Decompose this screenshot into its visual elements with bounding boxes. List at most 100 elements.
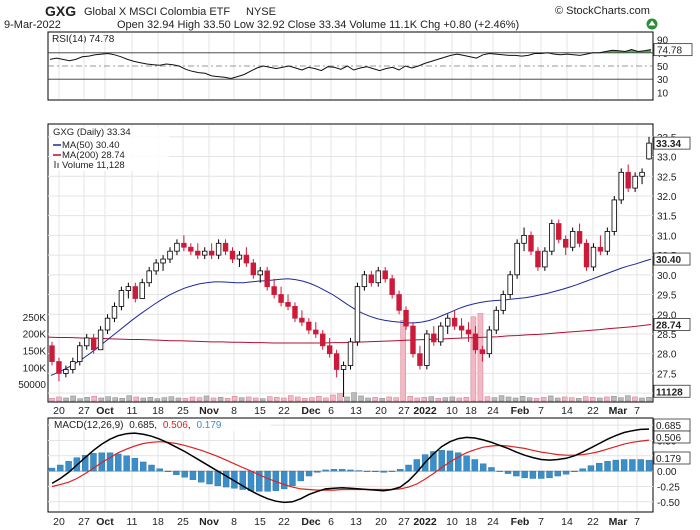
- histogram-bar: [579, 468, 586, 472]
- volume-bar: [112, 397, 118, 402]
- volume-bar: [77, 398, 83, 402]
- histogram-bar: [256, 470, 263, 492]
- candle-body: [597, 246, 604, 252]
- fund-name: Global X MSCI Colombia ETF: [84, 6, 230, 18]
- histogram-bar: [554, 470, 561, 477]
- x-tick-label: Feb: [511, 405, 530, 417]
- histogram-bar: [280, 470, 288, 490]
- x-tick-label: 22: [587, 516, 599, 528]
- candle-body: [271, 286, 277, 295]
- volume-bar: [547, 395, 554, 402]
- histogram-bar: [247, 470, 255, 491]
- histogram-bar: [65, 461, 72, 472]
- volume-bar: [274, 397, 280, 402]
- histogram-bar: [571, 470, 578, 472]
- x-tick-label: Oct: [96, 516, 114, 528]
- volume-bar: [590, 397, 596, 402]
- close-price-tag: [653, 136, 691, 150]
- volume-bar: [217, 397, 224, 402]
- volume-bar: [231, 396, 238, 402]
- volume-bar: [484, 396, 491, 402]
- x-tick-label: 18: [152, 405, 164, 417]
- volume-bar: [463, 397, 470, 402]
- candle-body: [167, 250, 173, 260]
- x-tick-label: 22: [278, 516, 290, 528]
- macd-panel: MACD(12,26,9) 0.685, 0.506, 0.179 0.750.…: [47, 417, 691, 513]
- volume-bar: [84, 397, 90, 402]
- price-legend: GXG (Daily) 33.34 MA(50) 30.40 MA(200) 2…: [51, 127, 169, 171]
- x-tick-label: 27: [398, 516, 410, 528]
- x-tick-label: 20: [375, 405, 387, 417]
- volume-bar: [512, 397, 519, 402]
- candle-body: [625, 171, 631, 189]
- volume-bar: [119, 398, 125, 402]
- volume-bar: [491, 397, 498, 402]
- histogram-bar: [529, 470, 537, 479]
- x-tick-label: Nov: [199, 405, 219, 417]
- histogram-bar: [430, 451, 437, 472]
- hist-value-tag: [653, 451, 691, 465]
- volume-bar: [175, 397, 182, 402]
- candle-body: [146, 270, 152, 284]
- candle-body: [500, 294, 506, 311]
- volume-bar: [400, 319, 406, 402]
- macd-legend-signal: 0.506: [163, 420, 188, 431]
- volume-bar: [70, 395, 76, 402]
- x-tick-label: 13: [350, 516, 362, 528]
- candle-body: [375, 270, 381, 284]
- quote-date: 9-Mar-2022: [4, 19, 61, 31]
- volume-bar: [302, 398, 308, 402]
- candle-body: [70, 361, 76, 370]
- volume-bar: [140, 397, 147, 402]
- x-tick-label: 7: [634, 516, 640, 528]
- histogram-bar: [521, 470, 528, 479]
- volume-bar: [526, 397, 533, 402]
- candle-body: [521, 234, 527, 244]
- candle-body: [264, 270, 270, 288]
- histogram-bar: [488, 467, 495, 472]
- histogram-bar: [339, 469, 346, 472]
- candle-body: [132, 286, 139, 299]
- candle-body: [556, 223, 562, 240]
- x-tick-label: 7: [538, 405, 544, 417]
- histogram-bar: [347, 469, 354, 472]
- x-tick-label: 24: [487, 516, 499, 528]
- x-tick-label: 15: [254, 405, 266, 417]
- candle-body: [63, 369, 69, 374]
- histogram-bar: [123, 455, 130, 472]
- macd-value-tag-text: 0.685: [656, 421, 681, 432]
- volume-bar: [259, 398, 266, 402]
- volume-bar: [632, 396, 638, 402]
- macd-tick-label: 0.00: [657, 467, 677, 478]
- x-tick-label: 2022: [413, 516, 437, 528]
- candle-body: [153, 262, 159, 272]
- symbol-title: GXG: [45, 3, 76, 19]
- candle-body: [236, 254, 243, 260]
- histogram-bar: [198, 470, 205, 483]
- candle-body: [326, 345, 333, 355]
- x-tick-label: 25: [177, 405, 189, 417]
- histogram-bar: [471, 459, 479, 472]
- ma50-tag: [653, 252, 691, 266]
- candle-body: [250, 262, 257, 276]
- histogram-bar: [289, 470, 296, 487]
- histogram-bar: [380, 470, 387, 473]
- histogram-bar: [405, 464, 412, 472]
- x-tick-label: Oct: [96, 405, 114, 417]
- volume-bar: [309, 397, 315, 402]
- x-tick-label: 27: [398, 405, 410, 417]
- volume-bar: [393, 397, 399, 402]
- volume-bar: [154, 398, 161, 402]
- candle-body: [479, 349, 486, 355]
- volume-bar: [281, 397, 287, 402]
- volume-bar: [245, 396, 252, 402]
- volume-bar: [646, 397, 652, 402]
- volume-bar: [597, 397, 603, 402]
- x-tick-label: 2022: [413, 405, 437, 417]
- quote-line: Open 32.94 High 33.50 Low 32.92 Close 33…: [117, 19, 519, 31]
- x-tick-label: 18: [465, 405, 477, 417]
- volume-bar: [365, 397, 371, 402]
- volume-bar: [554, 397, 561, 402]
- volume-bar: [498, 395, 505, 402]
